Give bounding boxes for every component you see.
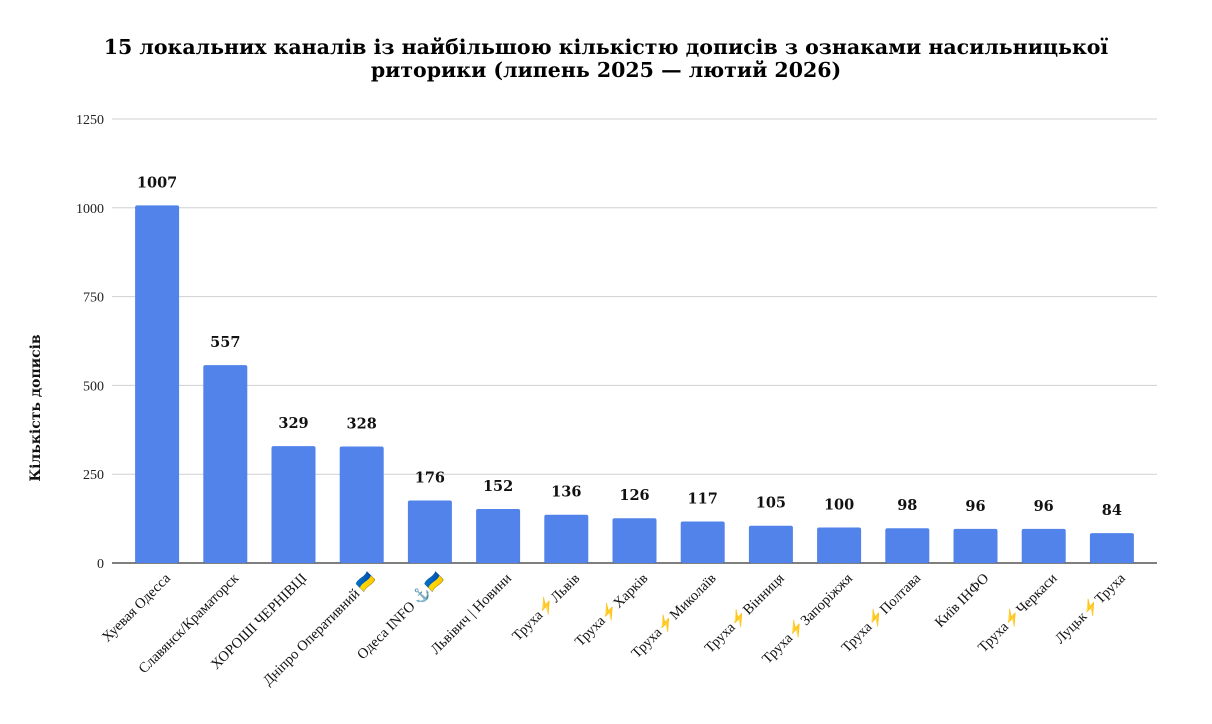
y-tick-label: 750 (83, 291, 104, 306)
y-tick-label: 1250 (76, 113, 104, 128)
bar (885, 528, 930, 563)
bar (817, 527, 862, 563)
data-label: 117 (688, 490, 718, 507)
bar (1021, 528, 1066, 563)
y-tick-label: 0 (97, 557, 104, 572)
bar (748, 525, 793, 563)
data-label: 96 (1034, 498, 1054, 515)
data-label: 126 (619, 487, 649, 504)
bar (407, 500, 452, 563)
data-label: 152 (483, 478, 513, 495)
data-label: 1007 (137, 174, 177, 191)
data-label: 176 (415, 469, 445, 486)
x-tick-label: Труха⚡Львів (508, 569, 583, 644)
chart-title-line-1: 15 локальних каналів із найбільшою кільк… (103, 35, 1109, 59)
x-tick-label: Київ ІНФО (932, 571, 992, 631)
data-label: 84 (1102, 502, 1122, 519)
bar (339, 446, 384, 563)
y-tick-label: 250 (83, 468, 104, 483)
bar (612, 518, 657, 563)
bar (135, 205, 180, 563)
data-label: 100 (824, 496, 854, 513)
data-labels: 1007 557 329 328 176 152 136 126 117 105 100 98 96 96… (137, 174, 1122, 519)
bar (1089, 533, 1134, 563)
y-tick-label: 500 (83, 379, 104, 394)
bar (953, 528, 998, 563)
data-label: 557 (210, 334, 240, 351)
data-label: 136 (551, 484, 581, 501)
bars (135, 205, 1134, 563)
bar (271, 446, 316, 563)
bar (476, 509, 521, 563)
data-label: 98 (897, 497, 917, 514)
x-tick-label: Дніпро Оперативний 🇺🇦 (259, 570, 378, 689)
data-label: 105 (756, 495, 786, 512)
y-tick-label: 1000 (76, 202, 104, 217)
y-tick-labels: 0 250 500 750 1000 1250 (76, 113, 104, 572)
chart-title: 15 локальних каналів із найбільшою кільк… (0, 36, 1212, 82)
data-label: 329 (278, 415, 308, 432)
x-tick-label: Труха⚡Харків (571, 569, 652, 650)
data-label: 96 (965, 498, 985, 515)
bar (544, 514, 589, 563)
bar (680, 521, 725, 563)
data-label: 328 (347, 415, 377, 432)
x-tick-label: Луцьк⚡Труха (1051, 569, 1129, 647)
chart-title-line-2: риторики (липень 2025 — лютий 2026) (370, 58, 842, 82)
bar (203, 365, 248, 563)
y-axis-title: Кількість дописів (28, 334, 44, 482)
x-tick-label: Хуевая Одесса (99, 570, 174, 645)
